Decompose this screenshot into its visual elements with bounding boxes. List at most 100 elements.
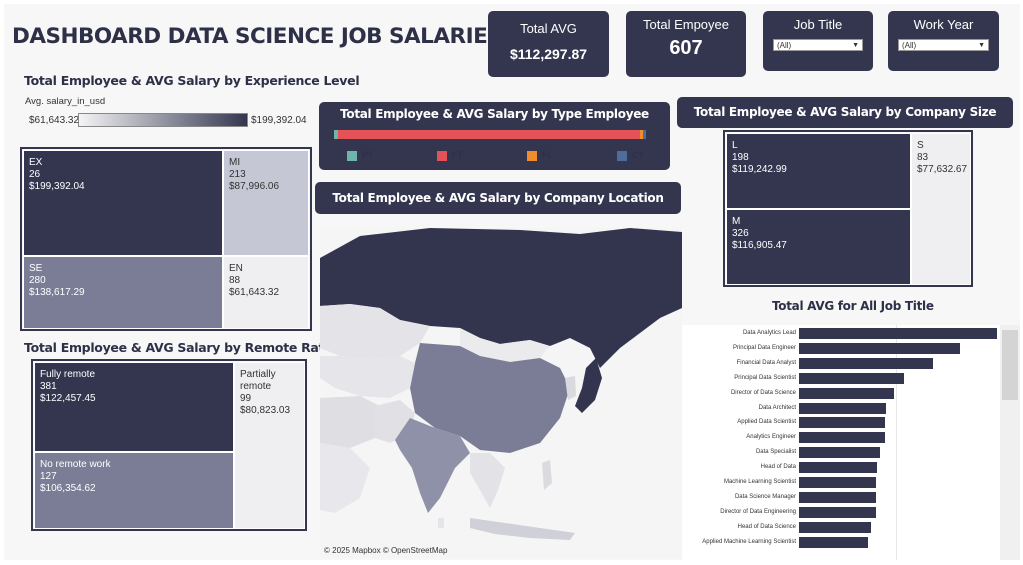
legend-item-pt: PT: [347, 150, 374, 161]
legend-item-fl: FL: [527, 150, 553, 161]
treemap-cell-ex[interactable]: EX 26 $199,392.04: [23, 150, 223, 256]
map-region-india[interactable]: [395, 418, 470, 513]
map-region-indonesia[interactable]: [470, 518, 575, 540]
cell-code: L: [732, 140, 738, 151]
cell-code: EN: [229, 263, 243, 274]
job-title-select[interactable]: (All) ▼: [773, 39, 863, 51]
bar[interactable]: [799, 447, 880, 459]
bar-label: Data Science Manager: [734, 493, 796, 500]
remote-treemap: Fully remote 381 $122,457.45 No remote w…: [31, 359, 307, 531]
cell-code: SE: [29, 263, 43, 274]
company-size-treemap: L 198 $119,242.99 S 83 $77,632.67 M 326 …: [723, 130, 973, 287]
map-region-russia[interactable]: [320, 228, 682, 368]
bar[interactable]: [799, 477, 877, 488]
treemap-cell-size-l[interactable]: L 198 $119,242.99: [726, 133, 911, 209]
cell-avg: $80,823.03: [240, 405, 291, 416]
bar[interactable]: [799, 342, 960, 354]
cell-avg: $199,392.04: [29, 181, 85, 192]
cell-code: M: [732, 216, 741, 227]
location-title: Total Employee & AVG Salary by Company L…: [315, 182, 681, 214]
job-title-select-value: (All): [777, 41, 792, 50]
bar-label: Applied Machine Learning Scientist: [702, 538, 796, 545]
treemap-cell-en[interactable]: EN 88 $61,643.32: [223, 256, 309, 329]
legend-swatch: [527, 150, 537, 161]
map-region-kazakhstan[interactable]: [320, 304, 430, 360]
map-region-china[interactable]: [410, 343, 570, 453]
map-region-iran[interactable]: [320, 396, 380, 448]
cell-count: 26: [29, 169, 41, 180]
type-employee-bar[interactable]: [334, 130, 646, 139]
bar-label: Data Analytics Lead: [742, 330, 796, 336]
bar-label: Director of Data Engineering: [720, 508, 796, 515]
chart-scrollbar-thumb[interactable]: [1002, 330, 1018, 400]
color-gradient-legend: [78, 113, 248, 127]
treemap-cell-fully-remote[interactable]: Fully remote 381 $122,457.45: [34, 362, 234, 452]
cell-count: 198: [732, 152, 749, 163]
bar[interactable]: [799, 521, 871, 533]
cell-avg: $61,643.32: [229, 287, 280, 298]
legend-swatch: [347, 150, 357, 161]
kpi-total-employee-label: Total Empoyee: [643, 17, 729, 32]
kpi-total-employee: Total Empoyee 607: [626, 11, 746, 77]
cell-count: 280: [29, 275, 46, 286]
map-region-sri-lanka[interactable]: [438, 518, 444, 528]
cell-avg: $77,632.67: [917, 164, 968, 175]
job-title-filter: Job Title (All) ▼: [763, 11, 873, 71]
bar-label: Analytics Engineer: [746, 434, 796, 441]
treemap-cell-size-s[interactable]: S 83 $77,632.67: [911, 133, 971, 285]
map-region-central-asia[interactable]: [320, 356, 415, 398]
bar[interactable]: [799, 357, 934, 369]
kpi-total-avg-value: $112,297.87: [509, 46, 588, 62]
bar[interactable]: [799, 417, 885, 429]
kpi-total-avg: Total AVG $112,297.87: [488, 11, 609, 77]
bar[interactable]: [799, 372, 905, 384]
work-year-select-value: (All): [902, 41, 917, 50]
type-bar-segment-ct[interactable]: [643, 130, 646, 139]
map-region-korea[interactable]: [565, 376, 576, 400]
map-region-japan[interactable]: [575, 358, 602, 413]
job-title-chart-title: Total AVG for All Job Title: [772, 299, 934, 313]
bar[interactable]: [799, 491, 877, 503]
bar[interactable]: [799, 536, 869, 548]
bar-label: Head of Data: [760, 464, 796, 471]
cell-avg: $122,457.45: [40, 393, 96, 404]
map-region-philippines[interactable]: [542, 460, 552, 490]
treemap-cell-se[interactable]: SE 280 $138,617.29: [23, 256, 223, 329]
legend-label: FL: [542, 150, 553, 160]
treemap-cell-size-m[interactable]: M 326 $116,905.47: [726, 209, 911, 285]
bar-label: Head of Data Science: [737, 523, 796, 530]
bar[interactable]: [799, 432, 885, 444]
company-size-title: Total Employee & AVG Salary by Company S…: [677, 97, 1013, 128]
treemap-cell-partially-remote[interactable]: Partially remote 99 $80,823.03: [234, 362, 305, 529]
treemap-cell-mi[interactable]: MI 213 $87,996.06: [223, 150, 309, 256]
bar-label: Principal Data Scientist: [734, 374, 796, 381]
legend-swatch: [617, 150, 627, 161]
cell-code: EX: [29, 157, 43, 168]
bar-label: Data Specialist: [755, 449, 796, 456]
bar[interactable]: [799, 462, 878, 474]
map-region-southeast-asia[interactable]: [470, 453, 505, 508]
bar[interactable]: [799, 506, 876, 518]
legend-max: $199,392.04: [251, 115, 307, 126]
bar[interactable]: [799, 328, 997, 339]
cell-avg: $87,996.06: [229, 181, 280, 192]
company-location-map[interactable]: [320, 228, 682, 558]
type-bar-segment-fl[interactable]: [640, 130, 643, 139]
remote-title: Total Employee & AVG Salary by Remote Ra…: [24, 340, 337, 355]
type-employee-title: Total Employee & AVG Salary by Type Empl…: [340, 107, 649, 121]
treemap-cell-no-remote[interactable]: No remote work 127 $106,354.62: [34, 452, 234, 529]
work-year-filter: Work Year (All) ▼: [888, 11, 999, 71]
map-region-arabia[interactable]: [320, 443, 370, 513]
cell-count: 381: [40, 381, 57, 392]
chevron-down-icon: ▼: [978, 42, 985, 49]
work-year-filter-label: Work Year: [913, 17, 974, 32]
legend-label: FT: [452, 150, 463, 160]
legend-min: $61,643.32: [29, 115, 80, 126]
bar[interactable]: [799, 387, 895, 399]
type-bar-segment-pt[interactable]: [334, 130, 338, 139]
experience-treemap: EX 26 $199,392.04 MI 213 $87,996.06 SE 2…: [20, 147, 312, 331]
bar[interactable]: [799, 402, 886, 414]
dashboard: DASHBOARD DATA SCIENCE JOB SALARIES Tota…: [4, 4, 1020, 560]
map-region-mongolia[interactable]: [460, 328, 550, 362]
work-year-select[interactable]: (All) ▼: [898, 39, 989, 51]
